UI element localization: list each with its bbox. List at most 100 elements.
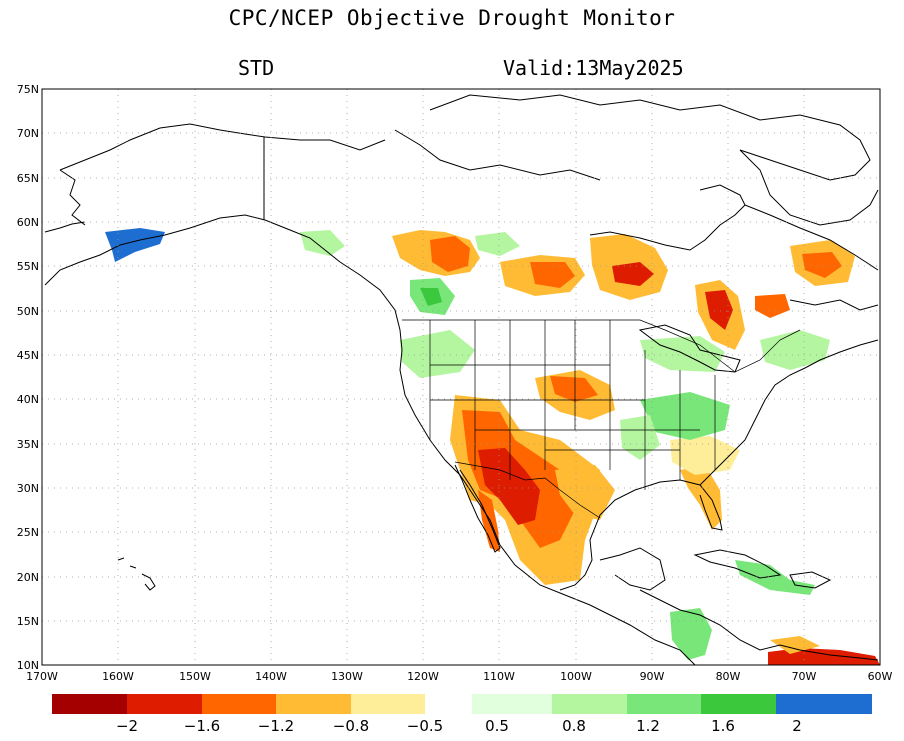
colorbar-label: −0.8 xyxy=(333,717,369,735)
wet-area-northeast xyxy=(760,330,830,370)
lon-label: 170W xyxy=(26,670,58,683)
dry-area-colombia xyxy=(770,636,820,654)
lon-label: 100W xyxy=(560,670,592,683)
colorbar-box-10 xyxy=(701,694,776,714)
dry-area-ontario-core xyxy=(705,290,733,330)
hudson-bay xyxy=(589,184,746,251)
lat-label: 25N xyxy=(17,526,39,539)
wet-area-ohio-valley xyxy=(640,392,730,440)
alaska-north-coast xyxy=(59,123,386,171)
colorbar-box-7 xyxy=(472,694,552,714)
dry-area-manitoba-core xyxy=(612,262,654,286)
lon-label: 70W xyxy=(792,670,817,683)
dry-area-plains-core xyxy=(550,376,598,402)
colorbar-box-2 xyxy=(127,694,202,714)
subtitle-valid-date: Valid:13May2025 xyxy=(503,56,684,80)
lat-label: 70N xyxy=(17,127,39,140)
wet-area-northwest-us xyxy=(400,330,475,378)
arctic-islands xyxy=(429,94,871,181)
lon-axis: 170W 160W 150W 140W 130W 120W 110W 100W … xyxy=(26,670,892,683)
colorbar-box-5 xyxy=(351,694,425,714)
dry-area-southeast xyxy=(670,436,740,475)
colorbar-box-9 xyxy=(627,694,701,714)
central-america xyxy=(639,589,879,661)
dry-area-quebec-south xyxy=(755,294,790,318)
anomaly-field xyxy=(105,228,880,665)
lon-label: 120W xyxy=(407,670,439,683)
colorbar-label: 2 xyxy=(792,717,802,735)
lon-label: 150W xyxy=(179,670,211,683)
colorbar-box-3 xyxy=(202,694,276,714)
colorbar-label: −1.6 xyxy=(184,717,220,735)
lon-label: 80W xyxy=(716,670,741,683)
colorbar-label: −1.2 xyxy=(258,717,294,735)
greenland-edge xyxy=(739,149,879,226)
wet-area-ohio-valley-light xyxy=(620,415,660,460)
wet-area-caribbean xyxy=(735,560,815,595)
hawaii xyxy=(117,557,156,591)
lat-label: 20N xyxy=(17,571,39,584)
dry-area-alberta-core xyxy=(430,236,470,272)
lat-label: 10N xyxy=(17,659,39,672)
baja-california xyxy=(454,464,501,553)
colorbar-box-11 xyxy=(776,694,872,714)
lat-label: 55N xyxy=(17,260,39,273)
arctic-islands-2 xyxy=(394,129,601,181)
lat-label: 40N xyxy=(17,393,39,406)
wet-area-yukon xyxy=(300,230,345,256)
dry-area-venezuela xyxy=(768,648,880,665)
us-canada-border xyxy=(402,319,801,373)
wet-area-central-america xyxy=(670,608,712,660)
boundaries xyxy=(402,319,801,519)
hispaniola xyxy=(789,571,832,589)
us-mexico-border xyxy=(454,461,601,519)
colorbar-label: 0.8 xyxy=(562,717,586,735)
pacific-coast xyxy=(339,261,696,665)
colorbar-label: −0.5 xyxy=(407,717,443,735)
lon-label: 140W xyxy=(255,670,287,683)
colorbar-label: 0.5 xyxy=(485,717,509,735)
gulf-coast xyxy=(559,479,723,591)
labrador-coast xyxy=(744,204,879,271)
lat-label: 75N xyxy=(17,83,39,96)
great-lakes xyxy=(638,324,741,373)
lat-label: 65N xyxy=(17,172,39,185)
lon-label: 130W xyxy=(331,670,363,683)
lat-label: 30N xyxy=(17,482,39,495)
lat-label: 45N xyxy=(17,349,39,362)
colorbar-label: 1.6 xyxy=(711,717,735,735)
colorbar-label: 1.2 xyxy=(636,717,660,735)
lon-label: 60W xyxy=(868,670,893,683)
map-frame xyxy=(41,88,881,666)
dry-area-southwest-core xyxy=(478,448,540,525)
lon-label: 90W xyxy=(640,670,665,683)
wet-area-great-lakes xyxy=(640,336,725,372)
wet-area-bc-core xyxy=(420,288,442,306)
dry-area-texas xyxy=(555,465,615,520)
lat-label: 15N xyxy=(17,615,39,628)
colorbar-box-6 xyxy=(425,694,472,714)
lon-label: 110W xyxy=(483,670,515,683)
lon-label: 160W xyxy=(102,670,134,683)
colorbar-box-1 xyxy=(52,694,127,714)
subtitle-std: STD xyxy=(238,56,275,80)
alaska-coast xyxy=(44,214,341,286)
wet-area-alaska-peninsula xyxy=(105,228,165,262)
colorbar-box-4 xyxy=(276,694,351,714)
state-lines xyxy=(429,320,716,490)
gulf-st-lawrence xyxy=(789,299,879,311)
aleutians xyxy=(44,221,86,233)
dry-area-saskatchewan-core xyxy=(530,262,575,288)
colorbar: −2 −1.6 −1.2 −0.8 −0.5 0.5 0.8 1.2 1.6 2 xyxy=(52,694,872,735)
lat-label: 50N xyxy=(17,305,39,318)
dry-area-quebec-east-core xyxy=(802,252,842,278)
colorbar-box-8 xyxy=(552,694,627,714)
wet-area-nwt xyxy=(475,232,520,256)
east-coast xyxy=(699,339,879,486)
colorbar-label: −2 xyxy=(116,717,138,735)
gridlines xyxy=(42,89,880,665)
lat-label: 60N xyxy=(17,216,39,229)
chart-title: CPC/NCEP Objective Drought Monitor xyxy=(228,6,676,30)
lat-label: 35N xyxy=(17,438,39,451)
